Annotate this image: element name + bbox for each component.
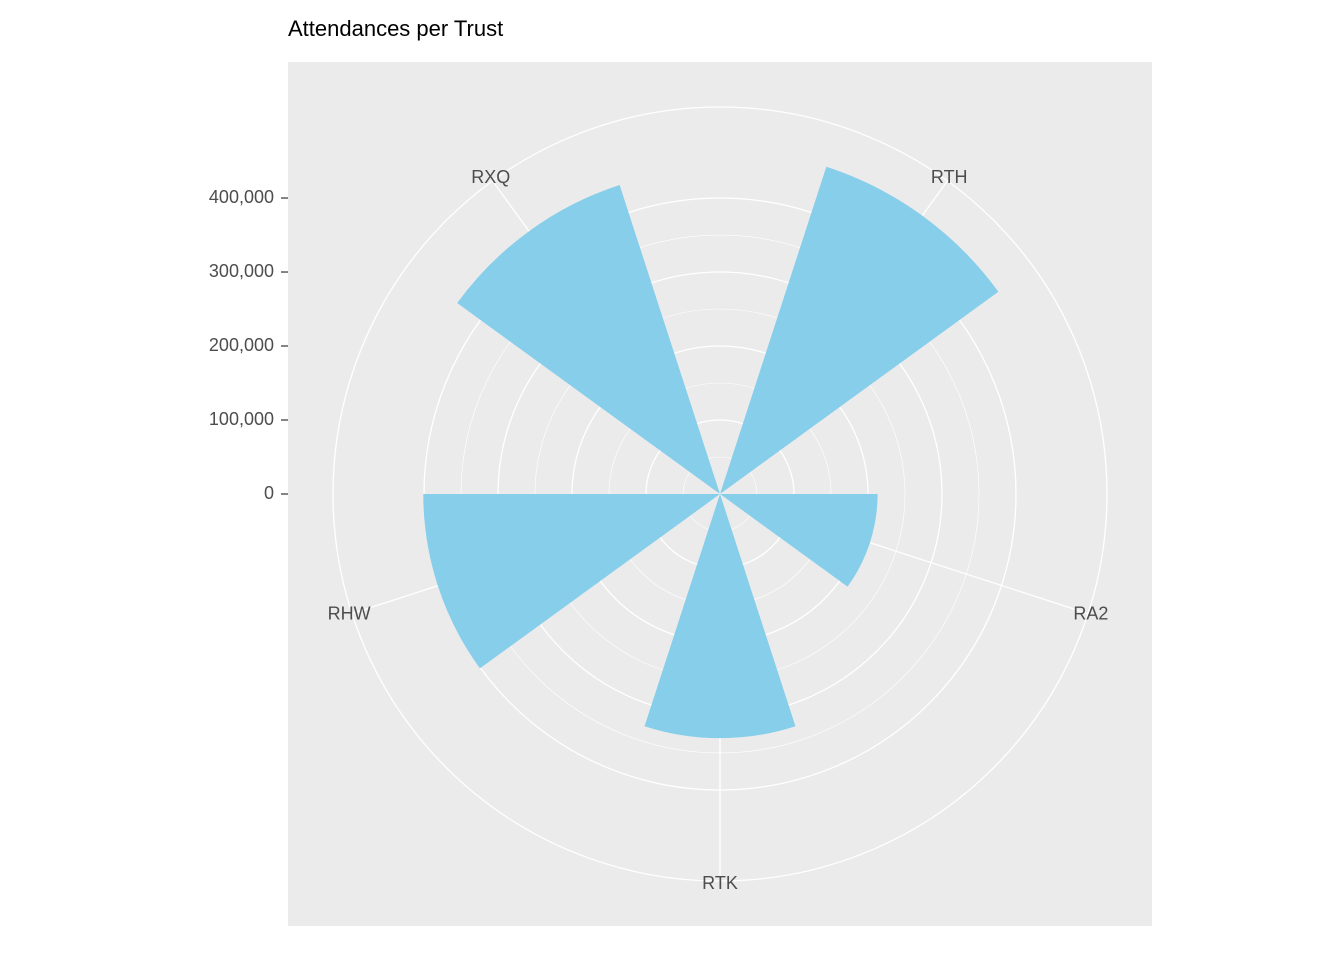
category-label: RA2	[1073, 603, 1108, 623]
wedge	[644, 494, 796, 739]
category-label: RTH	[931, 167, 968, 187]
y-tick-label: 300,000	[209, 261, 274, 281]
wedge	[423, 494, 720, 669]
chart-title: Attendances per Trust	[288, 16, 503, 41]
category-label: RTK	[702, 873, 738, 893]
y-tick-label: 400,000	[209, 187, 274, 207]
y-tick-label: 0	[264, 483, 274, 503]
y-tick-label: 100,000	[209, 409, 274, 429]
wedge	[720, 494, 878, 587]
wedge	[720, 166, 999, 494]
category-label: RHW	[328, 603, 371, 623]
category-label: RXQ	[471, 167, 510, 187]
wedge	[457, 185, 720, 495]
y-tick-label: 200,000	[209, 335, 274, 355]
